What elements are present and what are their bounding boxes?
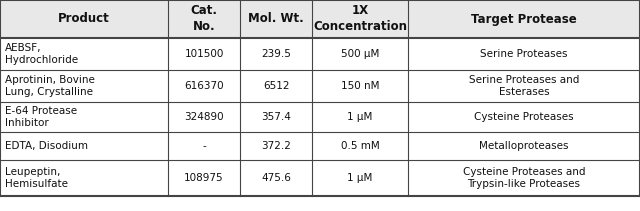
Text: 150 nM: 150 nM [340,81,380,91]
Text: E-64 Protease
Inhibitor: E-64 Protease Inhibitor [5,106,77,128]
Text: Metalloproteases: Metalloproteases [479,141,569,151]
Bar [0,102,640,132]
Text: 1 μM: 1 μM [348,112,372,122]
Text: 101500: 101500 [184,49,224,59]
Bar [0,70,640,102]
Text: Cat.
No.: Cat. No. [191,4,218,34]
Text: 1 μM: 1 μM [348,173,372,183]
Text: 357.4: 357.4 [261,112,291,122]
Text: 324890: 324890 [184,112,224,122]
Text: Mol. Wt.: Mol. Wt. [248,12,304,26]
Text: EDTA, Disodium: EDTA, Disodium [5,141,88,151]
Text: AEBSF,
Hydrochloride: AEBSF, Hydrochloride [5,43,78,65]
Text: -: - [202,141,206,151]
Text: Product: Product [58,12,110,26]
Text: 6512: 6512 [263,81,289,91]
Text: 372.2: 372.2 [261,141,291,151]
Bar [0,132,640,160]
Text: 475.6: 475.6 [261,173,291,183]
Text: 500 μM: 500 μM [341,49,379,59]
Bar [0,38,640,70]
Text: Target Protease: Target Protease [471,12,577,26]
Text: Cysteine Proteases and
Trypsin-like Proteases: Cysteine Proteases and Trypsin-like Prot… [463,167,585,189]
Text: 108975: 108975 [184,173,224,183]
Text: 616370: 616370 [184,81,224,91]
Bar [0,160,640,196]
Text: 239.5: 239.5 [261,49,291,59]
Bar [0,0,640,38]
Text: Serine Proteases: Serine Proteases [480,49,568,59]
Text: Aprotinin, Bovine
Lung, Crystalline: Aprotinin, Bovine Lung, Crystalline [5,75,95,97]
Text: Cysteine Proteases: Cysteine Proteases [474,112,574,122]
Text: Leupeptin,
Hemisulfate: Leupeptin, Hemisulfate [5,167,68,189]
Text: 1X
Concentration: 1X Concentration [313,4,407,34]
Text: Serine Proteases and
Esterases: Serine Proteases and Esterases [469,75,579,97]
Text: 0.5 mM: 0.5 mM [340,141,380,151]
